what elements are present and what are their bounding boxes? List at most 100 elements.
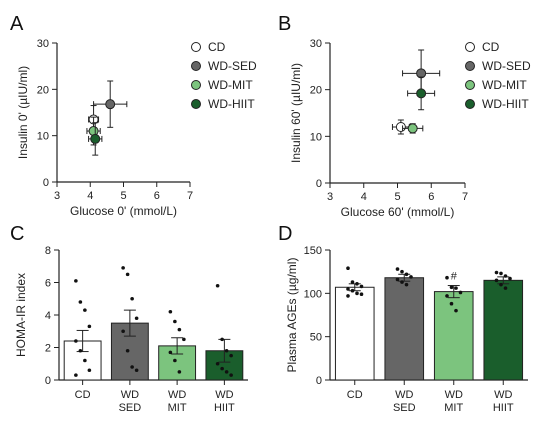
individual-point: [130, 296, 134, 301]
y-tick-label: 100: [304, 288, 322, 300]
x-tick-label: MIT: [168, 402, 187, 414]
legend-marker: [465, 61, 475, 71]
y-tick-label: 30: [37, 38, 49, 50]
individual-point: [87, 368, 92, 373]
x-tick-label: WD: [395, 389, 413, 401]
x-tick-label: 7: [187, 190, 193, 202]
legend-marker: [191, 80, 201, 90]
y-tick-label: 0: [43, 177, 49, 189]
x-tick-label: HIIT: [214, 402, 235, 414]
individual-point: [445, 275, 449, 280]
individual-point: [177, 327, 182, 332]
x-tick-label: 7: [462, 191, 468, 203]
y-tick-label: 50: [310, 332, 322, 344]
x-tick-label: 4: [361, 191, 367, 203]
individual-point: [350, 288, 355, 293]
individual-point: [404, 282, 409, 287]
x-tick-label: 6: [428, 191, 434, 203]
individual-point: [350, 280, 355, 284]
y-tick-label: 20: [310, 85, 322, 97]
y-tick-label: 6: [45, 278, 51, 290]
data-point: [416, 68, 427, 79]
x-tick-label: WD: [215, 389, 233, 401]
data-point: [416, 88, 427, 99]
y-tick-label: 0: [316, 178, 322, 190]
individual-point: [454, 286, 458, 290]
x-axis-label: Glucose 60' (mmol/L): [341, 205, 455, 219]
x-tick-label: SED: [393, 402, 416, 414]
panel-letter-a: A: [10, 13, 24, 35]
data-point: [105, 99, 116, 110]
legend-marker: [465, 42, 475, 52]
individual-point: [458, 290, 463, 295]
individual-point: [177, 370, 182, 374]
y-axis-label: Insulin 0' (µIU/ml): [16, 66, 30, 159]
individual-point: [173, 358, 177, 363]
individual-point: [355, 282, 359, 286]
x-tick-label: WD: [121, 389, 139, 401]
individual-point: [78, 348, 83, 353]
individual-point: [78, 300, 83, 304]
y-tick-label: 30: [310, 38, 322, 50]
x-tick-label: CD: [75, 389, 91, 401]
individual-point: [220, 337, 224, 342]
individual-point: [346, 294, 350, 298]
individual-point: [125, 272, 130, 277]
legend-marker: [465, 80, 475, 90]
y-tick-label: 8: [45, 245, 51, 257]
individual-point: [74, 339, 78, 343]
y-tick-label: 10: [310, 131, 322, 143]
individual-point: [130, 365, 134, 369]
individual-point: [346, 287, 350, 291]
individual-point: [445, 294, 449, 298]
y-tick-label: 20: [37, 84, 49, 96]
individual-point: [503, 274, 508, 278]
data-point: [90, 133, 101, 144]
individual-point: [134, 368, 139, 373]
individual-point: [508, 276, 512, 281]
legend-label: WD-MIT: [208, 78, 253, 92]
y-tick-label: 10: [37, 131, 49, 143]
individual-point: [346, 266, 350, 271]
legend-label: CD: [208, 40, 226, 54]
individual-point: [454, 308, 458, 313]
significance-mark: #: [451, 271, 458, 283]
individual-point: [74, 279, 78, 283]
individual-point: [125, 348, 130, 353]
individual-point: [359, 284, 364, 289]
individual-point: [182, 337, 186, 342]
individual-point: [83, 308, 87, 312]
legend-marker: [191, 42, 201, 52]
legend-label: WD-HIIT: [208, 97, 255, 111]
data-point: [407, 123, 418, 134]
x-tick-label: CD: [347, 389, 363, 401]
individual-point: [494, 270, 499, 275]
individual-point: [121, 329, 125, 334]
individual-point: [215, 361, 220, 366]
y-tick-label: 0: [316, 375, 322, 387]
individual-point: [134, 316, 139, 321]
x-tick-label: 5: [394, 191, 400, 203]
panel-letter-c: C: [10, 223, 24, 245]
bar: [483, 279, 524, 381]
individual-point: [449, 285, 454, 290]
y-axis-label: Insulin 60' (µIU/ml): [289, 63, 303, 163]
individual-point: [224, 370, 229, 374]
x-tick-label: 5: [120, 190, 126, 202]
individual-point: [499, 282, 503, 287]
individual-point: [83, 358, 87, 363]
x-tick-label: 4: [87, 190, 93, 202]
individual-point: [215, 283, 220, 288]
individual-point: [229, 373, 233, 377]
individual-point: [173, 319, 177, 324]
individual-point: [229, 353, 233, 358]
panel-letter-b: B: [278, 13, 291, 35]
bar: [110, 322, 149, 381]
individual-point: [400, 269, 404, 274]
individual-point: [494, 278, 499, 283]
x-tick-label: MIT: [444, 402, 463, 414]
scatter-panel-b: 0 10 20 30 3 4 5 6 7 Glucose 60' (mmol/L) Insulin …: [289, 38, 531, 219]
legend-label: WD-SED: [482, 59, 531, 73]
